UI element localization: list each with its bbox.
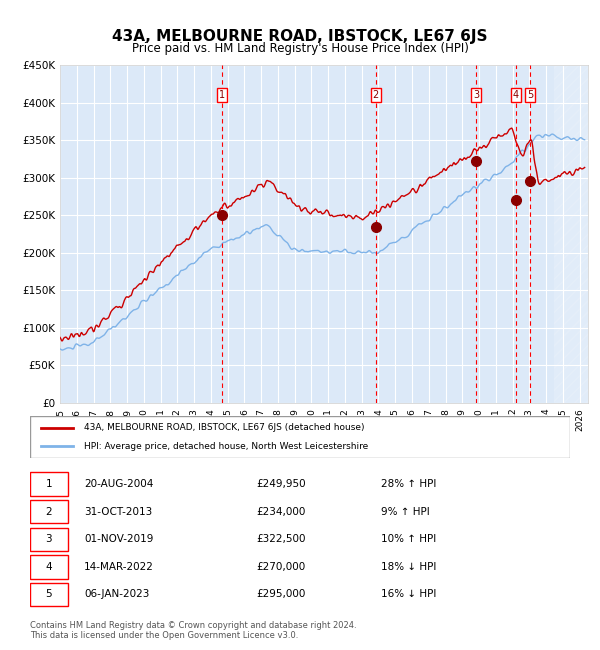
Text: 14-MAR-2022: 14-MAR-2022	[84, 562, 154, 572]
Text: 43A, MELBOURNE ROAD, IBSTOCK, LE67 6JS (detached house): 43A, MELBOURNE ROAD, IBSTOCK, LE67 6JS (…	[84, 423, 365, 432]
Text: £295,000: £295,000	[257, 590, 306, 599]
Text: 43A, MELBOURNE ROAD, IBSTOCK, LE67 6JS: 43A, MELBOURNE ROAD, IBSTOCK, LE67 6JS	[112, 29, 488, 44]
Text: £249,950: £249,950	[257, 479, 307, 489]
Text: 5: 5	[527, 90, 533, 100]
Text: 4: 4	[513, 90, 519, 100]
FancyBboxPatch shape	[30, 528, 68, 551]
Text: 10% ↑ HPI: 10% ↑ HPI	[381, 534, 436, 544]
Text: 1: 1	[46, 479, 52, 489]
Text: £322,500: £322,500	[257, 534, 306, 544]
Text: 28% ↑ HPI: 28% ↑ HPI	[381, 479, 436, 489]
Text: 3: 3	[46, 534, 52, 544]
FancyBboxPatch shape	[30, 500, 68, 523]
Text: £270,000: £270,000	[257, 562, 306, 572]
Text: Contains HM Land Registry data © Crown copyright and database right 2024.
This d: Contains HM Land Registry data © Crown c…	[30, 621, 356, 640]
Text: 2: 2	[373, 90, 379, 100]
Bar	[554, 65, 596, 403]
Text: 1: 1	[218, 90, 224, 100]
Text: 18% ↓ HPI: 18% ↓ HPI	[381, 562, 436, 572]
Bar	[554, 65, 596, 403]
Text: 01-NOV-2019: 01-NOV-2019	[84, 534, 154, 544]
FancyBboxPatch shape	[30, 583, 68, 606]
Text: 9% ↑ HPI: 9% ↑ HPI	[381, 506, 430, 517]
Text: 06-JAN-2023: 06-JAN-2023	[84, 590, 149, 599]
Text: Price paid vs. HM Land Registry's House Price Index (HPI): Price paid vs. HM Land Registry's House …	[131, 42, 469, 55]
Text: £234,000: £234,000	[257, 506, 306, 517]
Text: 5: 5	[46, 590, 52, 599]
FancyBboxPatch shape	[30, 473, 68, 496]
Text: 31-OCT-2013: 31-OCT-2013	[84, 506, 152, 517]
Text: 3: 3	[473, 90, 479, 100]
Text: 4: 4	[46, 562, 52, 572]
FancyBboxPatch shape	[30, 416, 570, 458]
Text: HPI: Average price, detached house, North West Leicestershire: HPI: Average price, detached house, Nort…	[84, 442, 368, 451]
Text: 16% ↓ HPI: 16% ↓ HPI	[381, 590, 436, 599]
Text: 20-AUG-2004: 20-AUG-2004	[84, 479, 154, 489]
FancyBboxPatch shape	[30, 555, 68, 578]
Text: 2: 2	[46, 506, 52, 517]
